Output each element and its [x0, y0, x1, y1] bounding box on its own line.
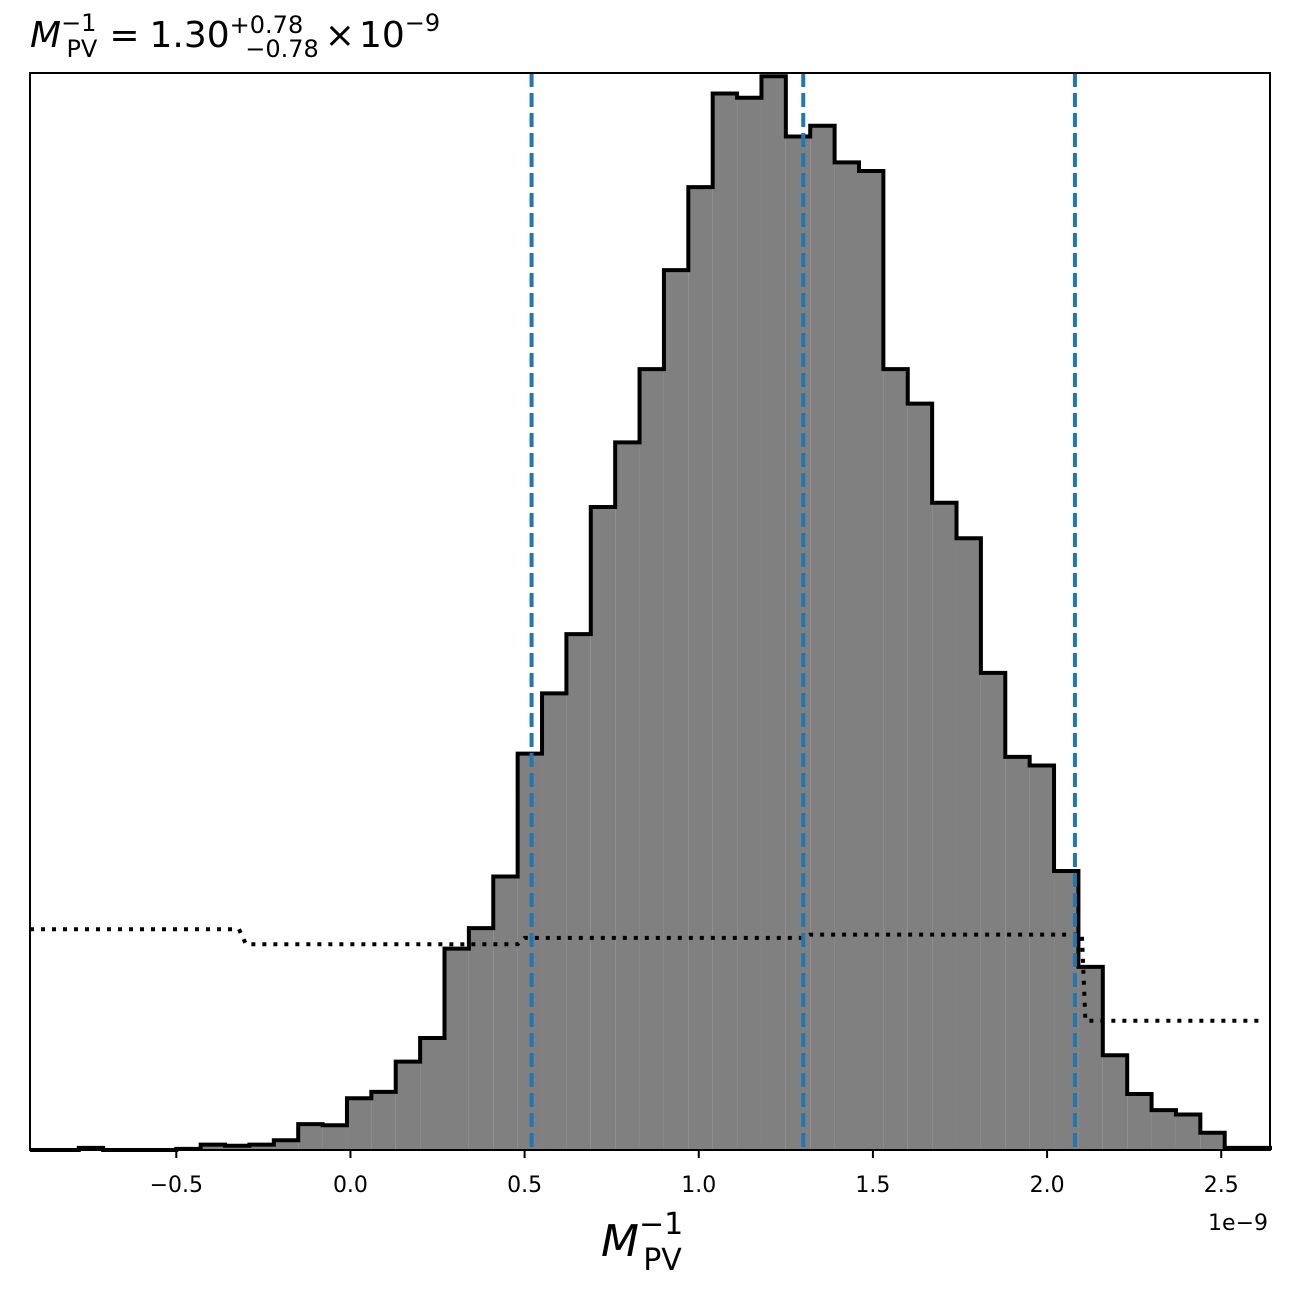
histogram-bar	[1102, 1055, 1128, 1150]
histogram-bar	[761, 76, 786, 1151]
histogram-bar	[493, 876, 518, 1150]
x-tick-label: 2.0	[1030, 1173, 1065, 1198]
axes-frame	[29, 72, 1271, 1151]
histogram-bar	[542, 693, 567, 1150]
histogram-bar	[615, 442, 640, 1150]
histogram-bar	[225, 1145, 250, 1150]
histogram-bar	[858, 171, 884, 1150]
histogram-bar	[932, 502, 957, 1150]
histogram-bar	[1054, 871, 1079, 1150]
x-offset-text: 1e−9	[1208, 1211, 1268, 1236]
title-symbol-sub: PV	[66, 35, 97, 63]
histogram-bar	[834, 162, 859, 1151]
histogram-bar	[298, 1124, 323, 1150]
title-lower: −0.78	[245, 35, 319, 63]
title-value: 1.30	[150, 15, 230, 56]
histogram-bar	[322, 1125, 347, 1150]
histogram-bar	[883, 369, 908, 1150]
histogram-bar	[1175, 1114, 1201, 1150]
title-symbol-sup: −1	[61, 9, 96, 37]
histogram-bar	[346, 1098, 372, 1150]
histogram-bar	[639, 369, 664, 1150]
plot-area	[30, 73, 1272, 1152]
xlabel-sub: PV	[643, 1243, 682, 1278]
x-tick-label: −0.5	[150, 1173, 203, 1198]
histogram-bar	[712, 93, 738, 1150]
histogram-bar	[663, 270, 689, 1150]
title-exponent: −9	[405, 9, 440, 37]
title-times: ×	[325, 15, 355, 56]
histogram-bar	[468, 928, 494, 1150]
histogram-bar	[590, 507, 616, 1150]
histogram-bar	[1151, 1110, 1176, 1150]
x-tick-label: 1.5	[855, 1173, 890, 1198]
histogram-bar	[956, 538, 981, 1150]
histogram-bar	[810, 125, 835, 1151]
x-tick-label: 2.5	[1204, 1173, 1239, 1198]
histogram-bar	[785, 136, 811, 1151]
histogram-bar	[1029, 765, 1055, 1150]
histogram-bar	[444, 948, 469, 1150]
xlabel-symbol: M	[601, 1216, 639, 1267]
xlabel-sup: −1	[639, 1207, 683, 1242]
title-base: 10	[359, 15, 405, 56]
x-tick-label: 0.0	[333, 1173, 368, 1198]
histogram-bar	[1078, 966, 1103, 1150]
histogram-bar	[688, 187, 713, 1151]
histogram-bar	[371, 1091, 396, 1150]
title-symbol: M	[30, 15, 61, 56]
histogram-bar	[737, 97, 762, 1150]
histogram-outline	[30, 74, 1272, 1152]
histogram-bar	[980, 672, 1006, 1150]
histogram-bar	[273, 1140, 299, 1150]
histogram-bar	[200, 1144, 226, 1150]
histogram-bar	[395, 1061, 421, 1150]
x-tick-label: 0.5	[507, 1173, 542, 1198]
dotted-curve	[30, 927, 1264, 1023]
histogram-bar	[420, 1037, 445, 1150]
histogram-bar	[1127, 1093, 1152, 1150]
histogram-bar	[1005, 756, 1030, 1150]
title-equals: =	[109, 15, 139, 56]
x-axis-label: M−1 PV	[601, 1207, 683, 1278]
x-ticks: −0.5 0.0 0.5 1.0 1.5 2.0 2.5	[150, 1150, 1239, 1198]
histogram-bar	[249, 1144, 274, 1150]
x-tick-label: 1.0	[681, 1173, 716, 1198]
title-upper: +0.78	[230, 11, 304, 39]
chart-title: M−1 PV = 1.30+0.78 −0.78 × 10−9	[30, 9, 440, 63]
histogram-bar	[566, 634, 591, 1150]
histogram-bar	[907, 403, 933, 1150]
histogram-bar	[1200, 1132, 1225, 1150]
